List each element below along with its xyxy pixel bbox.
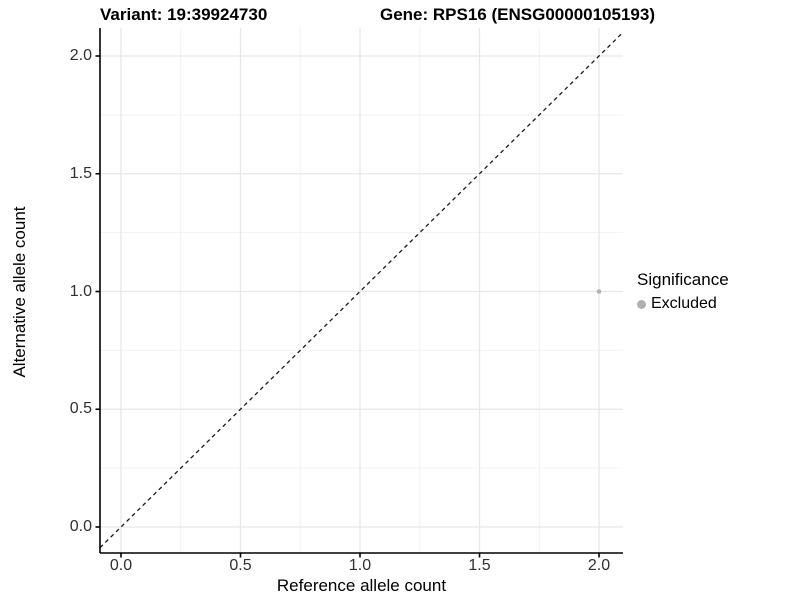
legend-item-excluded: Excluded (637, 295, 729, 313)
y-axis-title-wrap: Alternative allele count (10, 192, 30, 392)
y-tick-label: 1.5 (69, 164, 92, 182)
legend-item-label: Excluded (651, 295, 717, 312)
plot-title-variant: Variant: 19:39924730 (100, 5, 268, 24)
x-tick-label: 1.0 (348, 557, 372, 574)
plot-title-gene: Gene: RPS16 (ENSG00000105193) (380, 5, 655, 24)
x-tick-label: 0.5 (229, 557, 252, 574)
data-point (596, 289, 602, 294)
x-axis-title: Reference allele count (276, 576, 447, 595)
y-axis-title: Alternative allele count (10, 206, 29, 378)
y-tick-label: 1.0 (69, 282, 92, 300)
x-axis-title-wrap: Reference allele count (100, 576, 623, 596)
diagonal-reference-line (99, 31, 624, 549)
legend-title: Significance (637, 270, 729, 289)
y-tick-label: 2.0 (69, 47, 92, 64)
x-tick-label: 1.5 (468, 557, 491, 574)
x-tick-label: 0.0 (109, 557, 133, 574)
x-tick-label: 2.0 (587, 557, 611, 574)
legend-point-icon (637, 299, 646, 309)
y-tick-label: 0.5 (69, 400, 92, 418)
y-tick-label: 0.0 (69, 518, 92, 535)
legend: Significance Excluded (637, 270, 729, 313)
